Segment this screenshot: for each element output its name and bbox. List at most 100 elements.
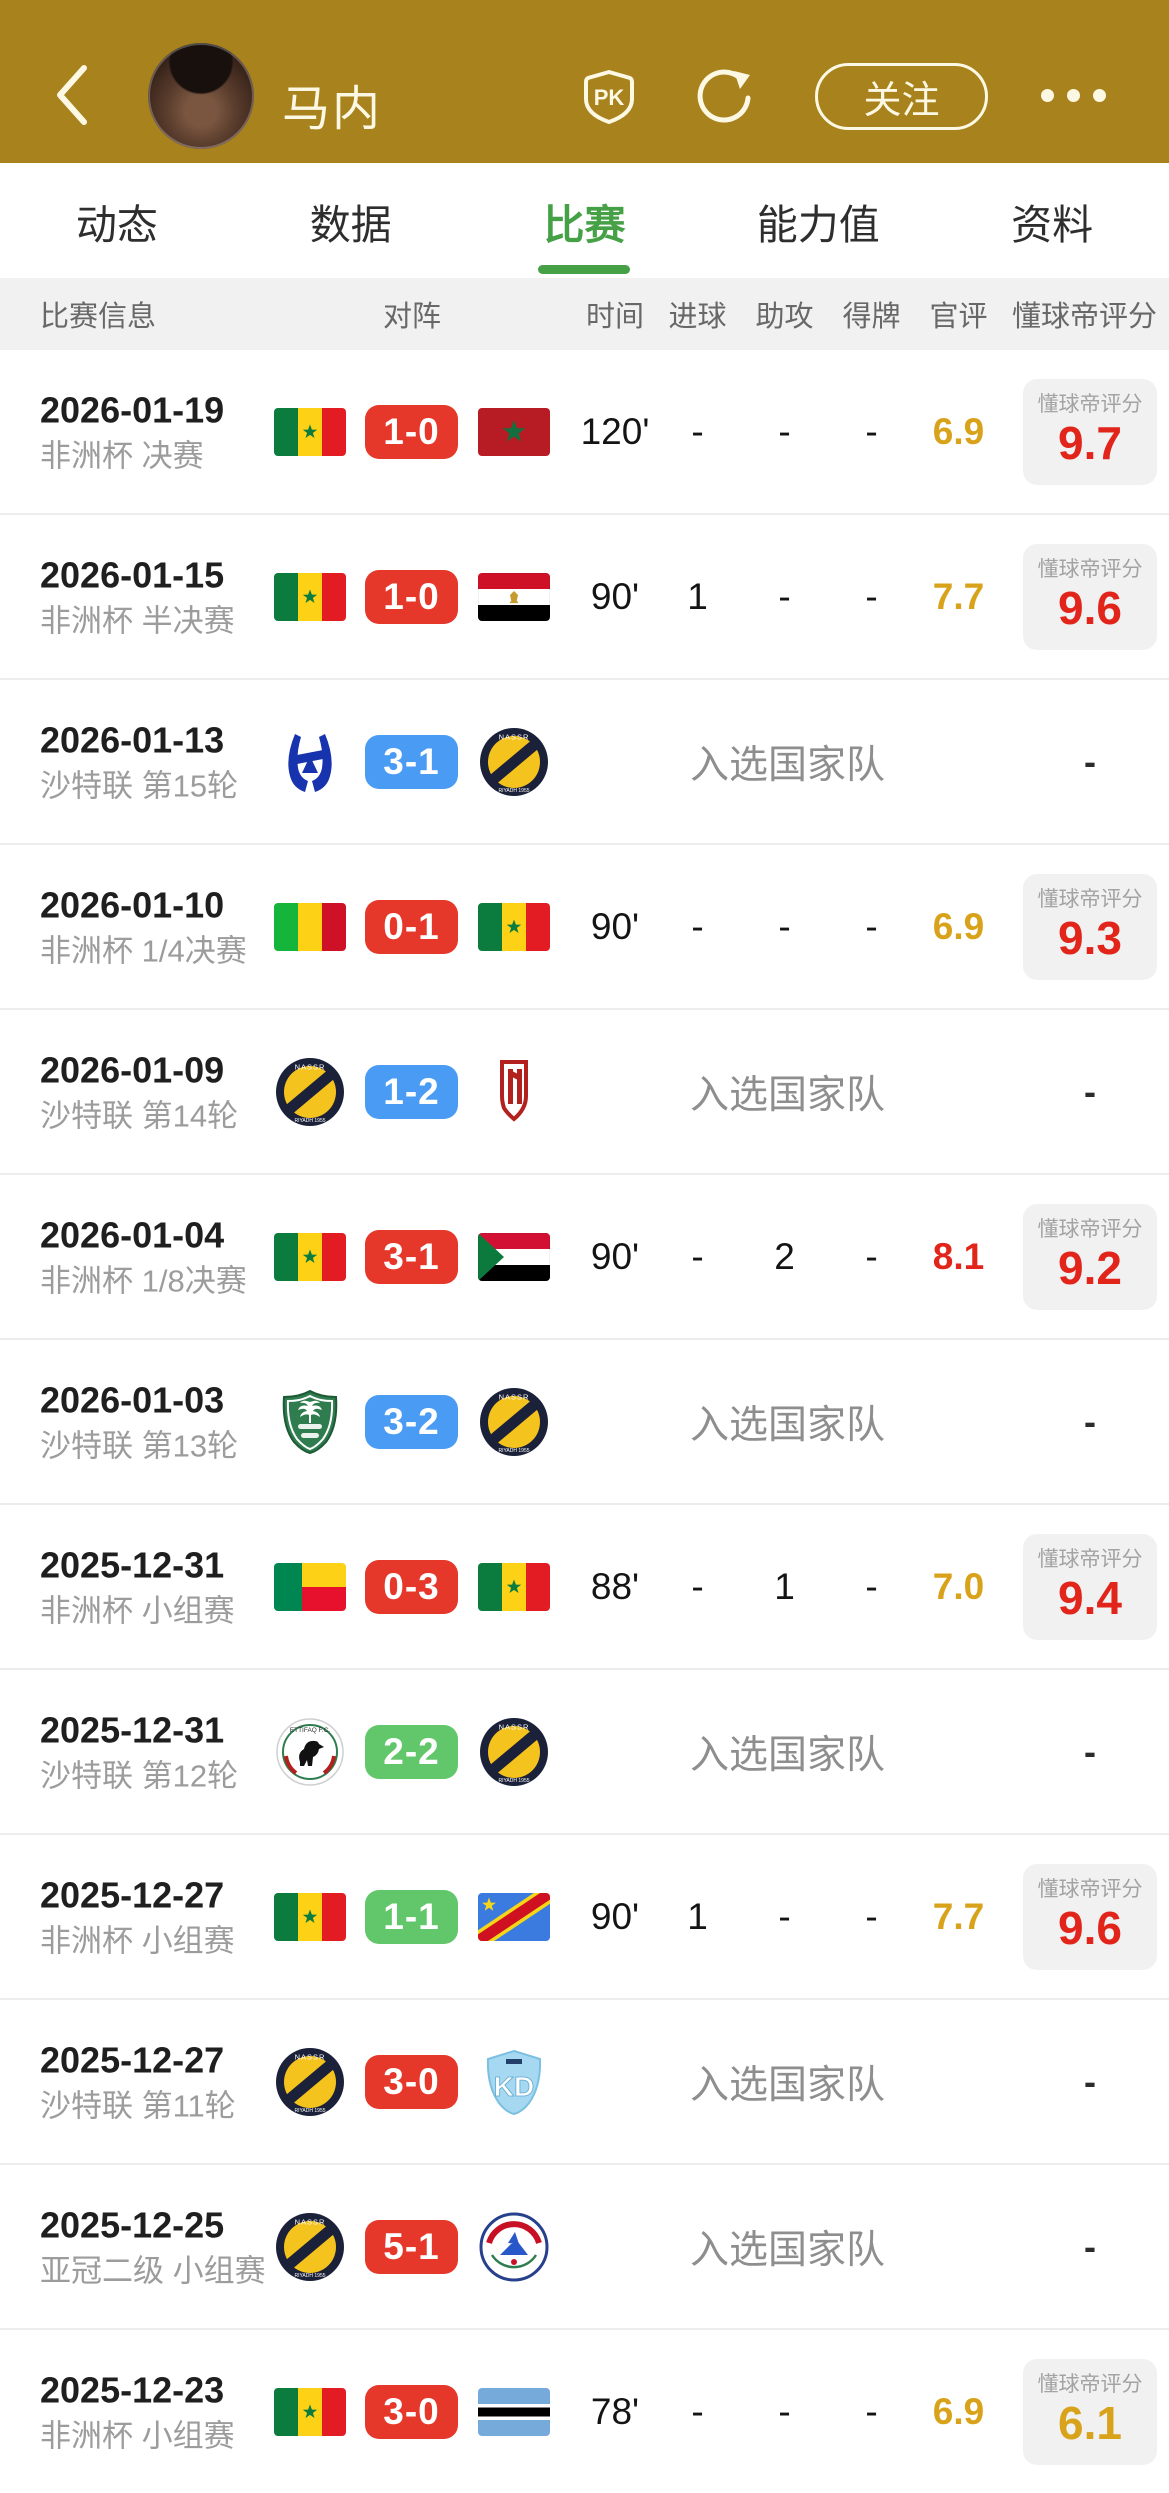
goals-value: 1 bbox=[687, 575, 708, 617]
assists-value: 1 bbox=[774, 1565, 795, 1607]
svg-text:NASSR: NASSR bbox=[295, 2052, 326, 2061]
match-competition: 沙特联 第14轮 bbox=[40, 1098, 239, 1134]
more-options-icon[interactable] bbox=[1041, 89, 1107, 103]
flag-sudan bbox=[478, 1221, 550, 1293]
match-date: 2025-12-23 bbox=[40, 2368, 225, 2410]
refresh-icon[interactable] bbox=[696, 67, 754, 125]
minutes-played: 78' bbox=[590, 2390, 640, 2432]
assists-value: 2 bbox=[774, 1235, 795, 1277]
match-row[interactable]: 2025-12-27 非洲杯 小组赛 1-1 90' 1 - - 7.7 懂球帝… bbox=[0, 1833, 1169, 1998]
match-competition: 沙特联 第15轮 bbox=[40, 768, 239, 804]
match-info: 2026-01-10 非洲杯 1/4决赛 bbox=[40, 884, 280, 969]
column-match-info: 比赛信息 bbox=[40, 301, 157, 333]
match-row[interactable]: 2026-01-19 非洲杯 决赛 1-0 120' - - - 6.9 懂球帝… bbox=[0, 350, 1169, 513]
match-competition: 亚冠二级 小组赛 bbox=[40, 2253, 266, 2289]
tab-dynamics[interactable]: 动态 bbox=[75, 201, 158, 248]
match-info: 2026-01-03 沙特联 第13轮 bbox=[40, 1379, 280, 1464]
official-rating-value: 8.1 bbox=[932, 1235, 985, 1277]
dqd-rating-box: 懂球帝评分 9.3 bbox=[1023, 873, 1157, 980]
flag-egypt bbox=[478, 561, 550, 633]
pk-compare-icon[interactable]: PK bbox=[583, 69, 635, 125]
match-info: 2025-12-31 非洲杯 小组赛 bbox=[40, 1544, 280, 1629]
svg-text:RIYADH 1955: RIYADH 1955 bbox=[498, 788, 529, 794]
column-time: 时间 bbox=[585, 301, 644, 333]
al-nassr-logo: NASSR RIYADH 1955 bbox=[274, 2211, 346, 2283]
cards-value: - bbox=[865, 905, 878, 947]
match-list: 2026-01-19 非洲杯 决赛 1-0 120' - - - 6.9 懂球帝… bbox=[0, 350, 1169, 2493]
dqd-rating-box: 懂球帝评分 6.1 bbox=[1023, 2358, 1157, 2465]
player-avatar[interactable] bbox=[148, 43, 254, 149]
flag-senegal bbox=[274, 1881, 346, 1953]
match-row[interactable]: 2025-12-31 沙特联 第12轮 ETTIFAQ F.C. 2-2 NAS… bbox=[0, 1668, 1169, 1833]
national-team-note: 入选国家队 bbox=[689, 1403, 885, 1447]
match-info: 2026-01-04 非洲杯 1/8决赛 bbox=[40, 1214, 280, 1299]
tab-ability[interactable]: 能力值 bbox=[756, 201, 880, 248]
dqd-rating-label: 懂球帝评分 bbox=[1037, 2373, 1143, 2397]
dqd-rating-box: 懂球帝评分 9.6 bbox=[1023, 543, 1157, 650]
match-row[interactable]: 2026-01-10 非洲杯 1/4决赛 0-1 90' - - - 6.9 懂… bbox=[0, 843, 1169, 1008]
official-rating-value: 6.9 bbox=[932, 905, 985, 947]
match-date: 2025-12-27 bbox=[40, 1873, 225, 1915]
match-competition: 非洲杯 决赛 bbox=[40, 438, 204, 474]
al-hilal-logo bbox=[274, 726, 346, 798]
match-info: 2025-12-23 非洲杯 小组赛 bbox=[40, 2369, 280, 2454]
dqd-rating-box: 懂球帝评分 9.2 bbox=[1023, 1203, 1157, 1310]
match-row[interactable]: 2025-12-23 非洲杯 小组赛 3-0 78' - - - 6.9 懂球帝… bbox=[0, 2328, 1169, 2493]
svg-text:NASSR: NASSR bbox=[499, 1392, 530, 1401]
match-row[interactable]: 2025-12-25 亚冠二级 小组赛 NASSR RIYADH 1955 5-1… bbox=[0, 2163, 1169, 2328]
match-competition: 非洲杯 1/4决赛 bbox=[40, 933, 247, 969]
official-rating-value: 7.0 bbox=[932, 1565, 985, 1607]
assists-value: - bbox=[778, 1895, 791, 1937]
back-icon[interactable] bbox=[52, 62, 92, 128]
svg-text:NASSR: NASSR bbox=[295, 1062, 326, 1071]
match-info: 2025-12-27 非洲杯 小组赛 bbox=[40, 1874, 280, 1959]
match-table-header: 比赛信息 对阵 时间 进球 助攻 得牌 官评 懂球帝评分 bbox=[0, 278, 1169, 350]
official-rating-value: 6.9 bbox=[932, 2390, 985, 2432]
match-row[interactable]: 2025-12-31 非洲杯 小组赛 0-3 88' - 1 - 7.0 懂球帝… bbox=[0, 1503, 1169, 1668]
match-competition: 非洲杯 半决赛 bbox=[40, 603, 235, 639]
light-blue-shield-logo: KD bbox=[478, 2046, 550, 2118]
column-cards: 得牌 bbox=[842, 301, 901, 333]
column-goals: 进球 bbox=[668, 301, 727, 333]
dqd-rating-label: 懂球帝评分 bbox=[1037, 1548, 1143, 1572]
match-competition: 非洲杯 小组赛 bbox=[40, 1923, 235, 1959]
tab-matches[interactable]: 比赛 bbox=[468, 163, 702, 278]
follow-button[interactable]: 关注 bbox=[815, 63, 988, 130]
match-row[interactable]: 2026-01-04 非洲杯 1/8决赛 3-1 90' - 2 - 8.1 懂… bbox=[0, 1173, 1169, 1338]
tab-data[interactable]: 数据 bbox=[309, 201, 392, 248]
match-row[interactable]: 2026-01-09 沙特联 第14轮 NASSR RIYADH 1955 1-2… bbox=[0, 1008, 1169, 1173]
goals-value: - bbox=[691, 1235, 704, 1277]
match-info: 2025-12-27 沙特联 第11轮 bbox=[40, 2039, 280, 2124]
dqd-rating-box: 懂球帝评分 9.7 bbox=[1023, 378, 1157, 485]
national-team-note: 入选国家队 bbox=[689, 1733, 885, 1777]
match-row[interactable]: 2026-01-15 非洲杯 半决赛 1-0 90' 1 - - 7.7 懂球帝… bbox=[0, 513, 1169, 678]
al-nassr-logo: NASSR RIYADH 1955 bbox=[478, 1386, 550, 1458]
dqd-rating-label: 懂球帝评分 bbox=[1037, 1218, 1143, 1242]
goals-value: 1 bbox=[687, 1895, 708, 1937]
goals-value: - bbox=[691, 1565, 704, 1607]
official-rating-value: 6.9 bbox=[932, 410, 985, 452]
flag-senegal bbox=[274, 396, 346, 468]
match-date: 2026-01-10 bbox=[40, 883, 225, 925]
tab-profile[interactable]: 资料 bbox=[1011, 201, 1094, 248]
column-dqd-rating: 懂球帝评分 bbox=[1011, 301, 1157, 333]
dqd-rating-value: 9.4 bbox=[1058, 1572, 1122, 1625]
score-badge: 3-1 bbox=[365, 734, 458, 789]
dqd-rating-box: 懂球帝评分 9.4 bbox=[1023, 1533, 1157, 1640]
national-team-note: 入选国家队 bbox=[689, 1073, 885, 1117]
match-row[interactable]: 2026-01-03 沙特联 第13轮 3-2 NASSR RIYADH 1955… bbox=[0, 1338, 1169, 1503]
match-date: 2026-01-19 bbox=[40, 388, 225, 430]
match-row[interactable]: 2026-01-13 沙特联 第15轮 3-1 NASSR RIYADH 1955… bbox=[0, 678, 1169, 843]
minutes-played: 90' bbox=[590, 905, 640, 947]
match-row[interactable]: 2025-12-27 沙特联 第11轮 NASSR RIYADH 1955 3-0… bbox=[0, 1998, 1169, 2163]
al-nassr-logo: NASSR RIYADH 1955 bbox=[478, 726, 550, 798]
cards-value: - bbox=[865, 410, 878, 452]
dqd-rating-empty: - bbox=[1084, 1400, 1096, 1442]
match-competition: 沙特联 第11轮 bbox=[40, 2088, 236, 2124]
dqd-rating-value: 9.3 bbox=[1058, 912, 1122, 965]
al-nassr-logo: NASSR RIYADH 1955 bbox=[274, 1056, 346, 1128]
assists-value: - bbox=[778, 905, 791, 947]
dqd-rating-label: 懂球帝评分 bbox=[1037, 1878, 1143, 1902]
national-team-note: 入选国家队 bbox=[689, 2228, 885, 2272]
dqd-rating-label: 懂球帝评分 bbox=[1037, 888, 1143, 912]
